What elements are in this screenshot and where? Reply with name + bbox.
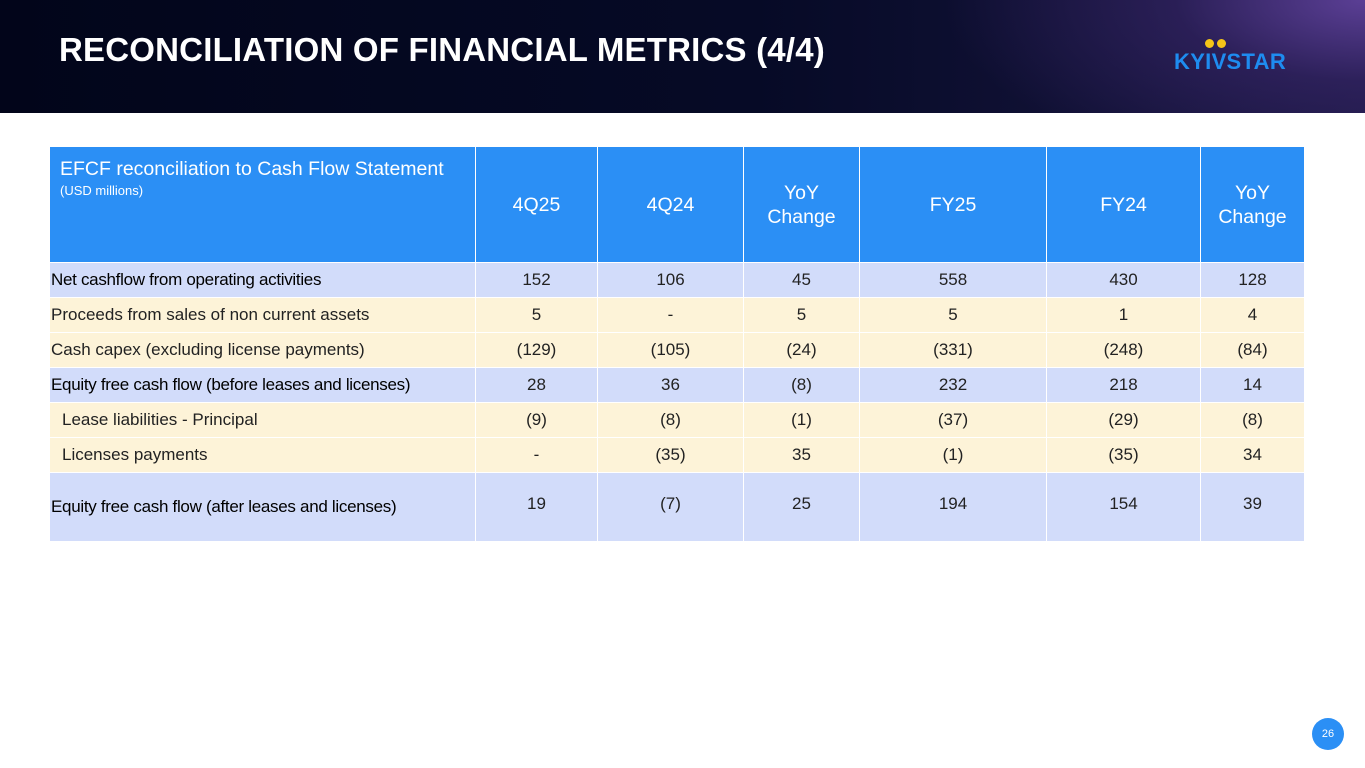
table-cell: (8) [597,402,744,438]
logo-dot-right [1217,39,1226,48]
table-cell: (35) [597,437,744,473]
column-header: YoY Change [1200,146,1305,263]
column-header: FY24 [1046,146,1201,263]
table-cell: (37) [859,402,1047,438]
table-row: Equity free cash flow (after leases and … [49,472,1305,542]
logo-dots-icon [1205,39,1227,49]
table-cell: 128 [1200,262,1305,298]
table-cell: 218 [1046,367,1201,403]
table-cell: (7) [597,472,744,542]
row-label: Cash capex (excluding license payments) [49,332,476,368]
column-header: 4Q25 [475,146,598,263]
table-row: Equity free cash flow (before leases and… [49,367,1305,403]
table-cell: 28 [475,367,598,403]
table-cell: (84) [1200,332,1305,368]
table-cell: 4 [1200,297,1305,333]
table-cell: 1 [1046,297,1201,333]
row-label: Licenses payments [49,437,476,473]
logo-wordmark: KYIVSTAR [1174,49,1287,74]
logo-dot-left [1205,39,1214,48]
column-header-text: YoY Change [767,181,836,228]
table-cell: (8) [743,367,860,403]
page-title: RECONCILIATION OF FINANCIAL METRICS (4/4… [59,31,825,68]
table-row: Cash capex (excluding license payments) … [49,332,1305,368]
table-cell: 430 [1046,262,1201,298]
efcf-reconciliation-table: EFCF reconciliation to Cash Flow Stateme… [49,146,1305,542]
table-row: Lease liabilities - Principal (9) (8) (1… [49,402,1305,438]
table-cell: (9) [475,402,598,438]
table-cell: 232 [859,367,1047,403]
table-header-row: EFCF reconciliation to Cash Flow Stateme… [49,146,1305,263]
column-header-text: YoY Change [1218,181,1287,228]
kyivstar-logo: KYIVSTAR [1174,39,1304,74]
table-row: Proceeds from sales of non current asset… [49,297,1305,333]
table-cell: 45 [743,262,860,298]
column-header: YoY Change [743,146,860,263]
table-cell: 194 [859,472,1047,542]
row-label: Proceeds from sales of non current asset… [49,297,476,333]
table-cell: (1) [743,402,860,438]
table-cell: 106 [597,262,744,298]
table-cell: (8) [1200,402,1305,438]
table-cell: (35) [1046,437,1201,473]
table-cell: 39 [1200,472,1305,542]
table-row: Net cashflow from operating activities 1… [49,262,1305,298]
table-cell: - [597,297,744,333]
table-cell: (105) [597,332,744,368]
label-column-header: EFCF reconciliation to Cash Flow Stateme… [49,146,476,263]
row-label: Equity free cash flow (after leases and … [49,472,476,542]
page-number-badge: 26 [1312,718,1344,750]
table-cell: (129) [475,332,598,368]
table-cell: (1) [859,437,1047,473]
table-cell: 14 [1200,367,1305,403]
table-cell: 5 [475,297,598,333]
table-cell: 19 [475,472,598,542]
table-cell: 25 [743,472,860,542]
row-label: Lease liabilities - Principal [49,402,476,438]
table-title: EFCF reconciliation to Cash Flow Stateme… [60,158,444,180]
table-units: (USD millions) [60,183,144,198]
row-label: Equity free cash flow (before leases and… [49,367,476,403]
table-cell: 154 [1046,472,1201,542]
table-cell: - [475,437,598,473]
table-cell: (331) [859,332,1047,368]
table-cell: (29) [1046,402,1201,438]
table-cell: 5 [743,297,860,333]
table-cell: 152 [475,262,598,298]
table-cell: 5 [859,297,1047,333]
table-cell: 34 [1200,437,1305,473]
header-banner: RECONCILIATION OF FINANCIAL METRICS (4/4… [0,0,1365,113]
table-cell: 36 [597,367,744,403]
column-header: FY25 [859,146,1047,263]
table-row: Licenses payments - (35) 35 (1) (35) 34 [49,437,1305,473]
row-label: Net cashflow from operating activities [49,262,476,298]
column-header: 4Q24 [597,146,744,263]
table-cell: (24) [743,332,860,368]
table-cell: (248) [1046,332,1201,368]
table-cell: 35 [743,437,860,473]
table-cell: 558 [859,262,1047,298]
